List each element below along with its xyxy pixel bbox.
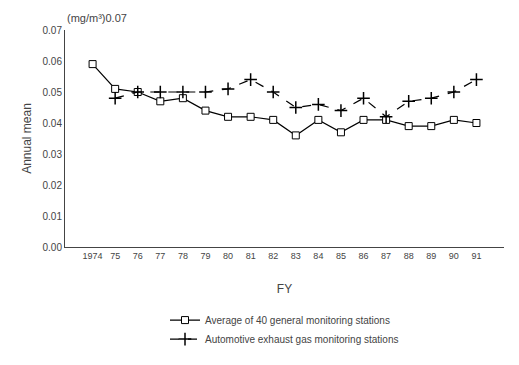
svg-text:88: 88 — [404, 251, 414, 261]
svg-text:76: 76 — [133, 251, 143, 261]
svg-text:90: 90 — [449, 251, 459, 261]
svg-text:Automotive exhaust gas monitor: Automotive exhaust gas monitoring statio… — [205, 334, 398, 345]
svg-text:Annual mean: Annual mean — [20, 103, 34, 174]
svg-text:79: 79 — [200, 251, 210, 261]
svg-text:0.07: 0.07 — [43, 25, 63, 36]
svg-text:81: 81 — [246, 251, 256, 261]
svg-text:0.05: 0.05 — [43, 87, 63, 98]
svg-text:89: 89 — [426, 251, 436, 261]
svg-text:(mg/m³)0.07: (mg/m³)0.07 — [67, 12, 127, 24]
svg-text:87: 87 — [381, 251, 391, 261]
svg-text:82: 82 — [268, 251, 278, 261]
svg-text:78: 78 — [178, 251, 188, 261]
svg-text:0.02: 0.02 — [43, 180, 63, 191]
svg-text:0.01: 0.01 — [43, 211, 63, 222]
svg-text:84: 84 — [313, 251, 323, 261]
svg-text:0.00: 0.00 — [43, 242, 63, 253]
svg-text:86: 86 — [359, 251, 369, 261]
svg-text:0.06: 0.06 — [43, 56, 63, 67]
svg-text:0.04: 0.04 — [43, 118, 63, 129]
svg-text:83: 83 — [291, 251, 301, 261]
svg-text:0.03: 0.03 — [43, 149, 63, 160]
svg-text:FY: FY — [277, 282, 292, 296]
svg-text:80: 80 — [223, 251, 233, 261]
svg-text:75: 75 — [110, 251, 120, 261]
svg-text:1974: 1974 — [83, 251, 103, 261]
svg-text:77: 77 — [155, 251, 165, 261]
svg-text:Average of 40 general monitori: Average of 40 general monitoring station… — [205, 315, 390, 326]
svg-text:91: 91 — [471, 251, 481, 261]
svg-text:85: 85 — [336, 251, 346, 261]
